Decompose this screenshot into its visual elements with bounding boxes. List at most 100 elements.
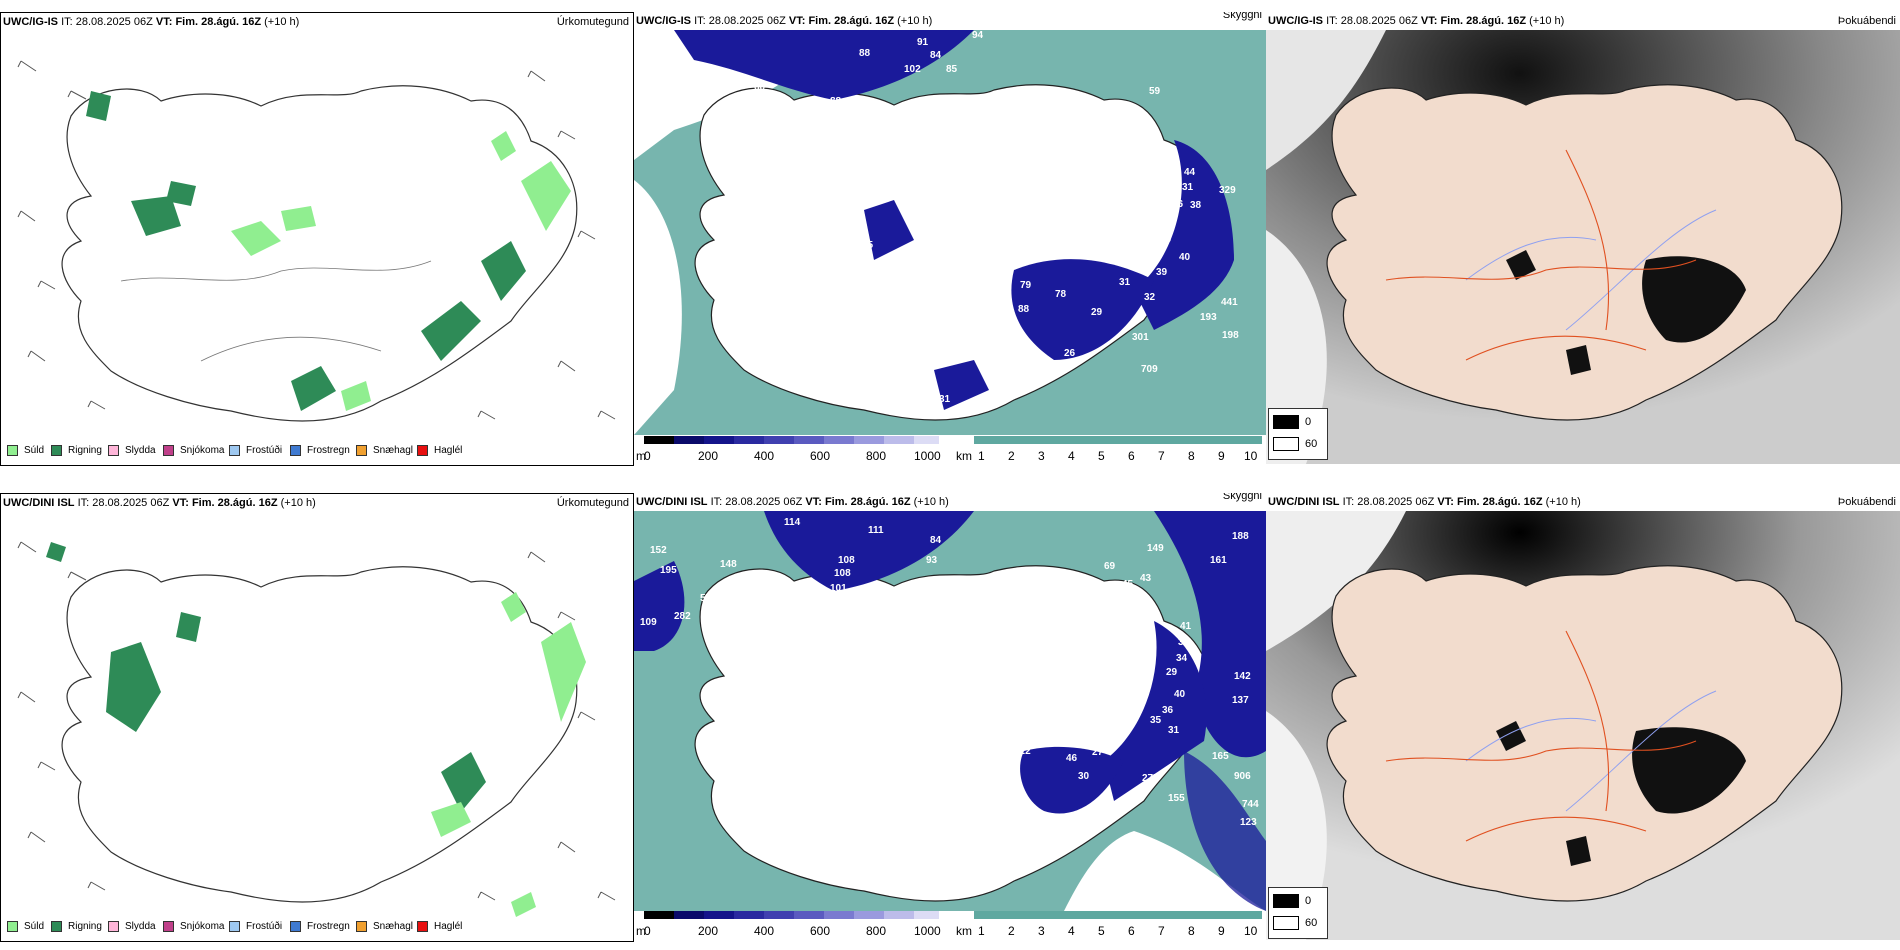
ceiling-value: 29 bbox=[1091, 307, 1103, 318]
ceiling-value: 329 bbox=[1219, 185, 1236, 196]
iceland-outline bbox=[61, 566, 578, 903]
fog-legend: 0 60 bbox=[1268, 887, 1328, 939]
ceiling-value: 109 bbox=[640, 617, 657, 628]
swatch-icon bbox=[1273, 916, 1299, 930]
swatch-icon bbox=[1273, 437, 1299, 451]
scale-tick: 4 bbox=[1068, 924, 1075, 937]
ceiling-value: 149 bbox=[1147, 543, 1164, 554]
ceiling-value: 30 bbox=[1164, 215, 1176, 226]
panel-title: Þokuábendi bbox=[1837, 15, 1896, 27]
ceiling-value: 441 bbox=[1221, 297, 1238, 308]
swatch-icon bbox=[7, 445, 18, 456]
ceiling-value: 84 bbox=[930, 50, 942, 61]
ceiling-value: 59 bbox=[1149, 86, 1161, 97]
drizzle-areas bbox=[431, 592, 586, 917]
ceiling-value: 52 bbox=[986, 362, 998, 373]
swatch-icon bbox=[1273, 894, 1299, 908]
ceiling-value: 277 bbox=[1142, 773, 1159, 784]
ceiling-value: 34 bbox=[1176, 653, 1188, 664]
precip-map bbox=[17, 60, 616, 422]
swatch-icon bbox=[51, 445, 62, 456]
ceiling-value: 38 bbox=[1190, 200, 1202, 211]
ceiling-value: 105 bbox=[649, 34, 666, 45]
ceiling-value: 40 bbox=[1144, 250, 1156, 261]
swatch-icon bbox=[229, 445, 240, 456]
scale-tick: 8 bbox=[1188, 924, 1195, 937]
ceiling-value: 105 bbox=[1014, 725, 1031, 736]
panel-title: Úrkomutegund bbox=[556, 497, 629, 509]
rivers bbox=[1465, 690, 1717, 812]
ceiling-value: 32 bbox=[1178, 637, 1190, 648]
sky-panel-2: UWC/DINI ISL IT: 28.08.2025 06Z VT: Fim.… bbox=[634, 493, 1266, 940]
swatch-icon bbox=[229, 921, 240, 932]
ceiling-value: 102 bbox=[904, 64, 921, 75]
scale-tick: 6 bbox=[1128, 449, 1135, 462]
ceiling-value: 55 bbox=[819, 232, 831, 243]
scale-tick: 200 bbox=[698, 924, 718, 937]
scale-tick: 1000 bbox=[914, 924, 941, 937]
ceiling-value: 108 bbox=[838, 555, 855, 566]
panel-header: UWC/IG-IS IT: 28.08.2025 06Z VT: Fim. 28… bbox=[634, 12, 1266, 30]
scale-tick: 600 bbox=[810, 449, 830, 462]
ceiling-value: 94 bbox=[972, 30, 984, 41]
scale-tick: 7 bbox=[1158, 924, 1165, 937]
ceiling-value: 195 bbox=[660, 565, 677, 576]
ceiling-value: 111 bbox=[868, 525, 884, 536]
ceiling-value: 65 bbox=[874, 274, 886, 285]
panel-header: UWC/DINI ISL IT: 28.08.2025 06Z VT: Fim.… bbox=[1266, 493, 1900, 511]
wind-barbs bbox=[17, 541, 616, 901]
ceiling-value: 65 bbox=[744, 137, 756, 148]
ceiling-value: 218 bbox=[689, 64, 706, 75]
ceiling-value: 906 bbox=[1234, 771, 1251, 782]
ceiling-value: 81 bbox=[919, 182, 931, 193]
panel-header: UWC/DINI ISL IT: 28.08.2025 06Z VT: Fim.… bbox=[634, 493, 1266, 511]
ceiling-value: 142 bbox=[1234, 671, 1251, 682]
ceiling-value: 36 bbox=[1162, 705, 1174, 716]
ceiling-value: 137 bbox=[1232, 695, 1249, 706]
ceiling-value: 45 bbox=[1122, 579, 1134, 590]
scale-tick: 9 bbox=[1218, 449, 1225, 462]
ceiling-value: 78 bbox=[1055, 289, 1067, 300]
visibility-scale: km 1 2 3 4 5 6 7 8 9 10 bbox=[956, 436, 1262, 462]
ceiling-value: 155 bbox=[1168, 793, 1185, 804]
swatch-icon bbox=[356, 921, 367, 932]
ceiling-value: 88 bbox=[830, 96, 842, 107]
fog-panel-2: UWC/DINI ISL IT: 28.08.2025 06Z VT: Fim.… bbox=[1266, 493, 1900, 940]
scale-tick: 1000 bbox=[914, 449, 941, 462]
wind-barbs bbox=[17, 60, 616, 420]
ceiling-value: 26 bbox=[1064, 348, 1076, 359]
ceiling-value: 65 bbox=[872, 262, 884, 273]
swatch-icon bbox=[7, 921, 18, 932]
ceiling-value: 85 bbox=[946, 64, 958, 75]
ceiling-values: 114 111 84 152 93 195 148 108 108 101 12… bbox=[640, 517, 1259, 832]
ceiling-value: 282 bbox=[674, 611, 691, 622]
ceiling-value: 114 bbox=[784, 517, 801, 528]
ceiling-value: 10 bbox=[847, 182, 859, 193]
ceiling-value: 36 bbox=[1172, 199, 1184, 210]
scale-tick: 7 bbox=[1158, 449, 1165, 462]
ceiling-value: 79 bbox=[1020, 280, 1032, 291]
ceiling-value: 97 bbox=[790, 142, 802, 153]
panel-title: Úrkomutegund bbox=[556, 16, 629, 28]
ceiling-value: 31 bbox=[1119, 277, 1131, 288]
ceiling-value: 146 bbox=[868, 715, 885, 726]
ceiling-value: 165 bbox=[1212, 751, 1229, 762]
ceiling-value: 41 bbox=[1180, 621, 1192, 632]
ceiling-value: 30 bbox=[1078, 771, 1090, 782]
ceiling-value: 31 bbox=[1168, 725, 1180, 736]
swatch-icon bbox=[1273, 415, 1299, 429]
sky-map: 114 111 84 152 93 195 148 108 108 101 12… bbox=[634, 511, 1266, 911]
swatch-icon bbox=[290, 445, 301, 456]
good-visibility-area bbox=[1064, 831, 1266, 911]
ceiling-value: 108 bbox=[834, 568, 851, 579]
scale-tick: 0 bbox=[644, 449, 651, 462]
precip-panel-2: UWC/DINI ISL IT: 28.08.2025 06Z VT: Fim.… bbox=[0, 493, 634, 942]
scale-tick: 2 bbox=[1008, 449, 1015, 462]
visibility-scale: km 1 2 3 4 5 6 7 8 9 10 bbox=[956, 911, 1262, 937]
panel-header: UWC/DINI ISL IT: 28.08.2025 06Z VT: Fim.… bbox=[1, 494, 633, 512]
ceiling-value: 744 bbox=[1242, 799, 1259, 810]
precip-legend: Súld Rigning Slydda Snjókoma Frostúði Fr… bbox=[1, 437, 633, 465]
ceiling-value: 27 bbox=[1092, 747, 1104, 758]
scale-tick: 9 bbox=[1218, 924, 1225, 937]
scale-tick: 0 bbox=[644, 924, 651, 937]
